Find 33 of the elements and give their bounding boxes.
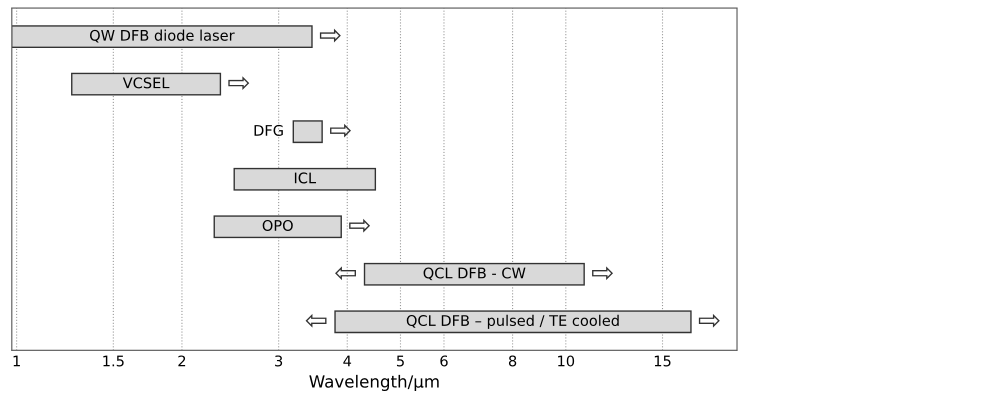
y-tick-label: QCL DFB – pulsed / TE cooled [406,314,619,329]
x-tick-label: 3 [275,355,282,366]
bar [334,310,692,334]
x-tick-label: 2 [178,355,186,366]
annotation: ⇦ [335,266,356,280]
y-tick-label: QCL DFB - CW [424,267,526,280]
x-tick-label: 8 [508,355,516,366]
annotation: ⇨ [592,266,614,280]
bar [71,72,222,96]
annotation: ⇨ [228,76,250,90]
x-tick-label: 10 [558,355,574,366]
x-tick-label: 15 [654,356,671,366]
annotation: ⇨ [330,124,351,138]
y-tick-label: OPO [262,220,293,231]
x-tick-label: 1 [14,356,20,366]
bar [214,215,342,238]
y-tick-label: DFG [254,124,283,136]
x-tick-label: 1.5 [103,356,124,366]
bar [12,25,313,48]
bar [234,168,376,191]
x-tick-label: 6 [440,355,448,366]
x-axis-title: Wavelength/µm [309,374,439,391]
x-tick-label: 4 [343,356,352,366]
annotation: ⇦ [306,314,326,328]
annotation: ⇨ [698,314,720,328]
bar [292,120,323,144]
x-tick-label: 5 [396,356,404,366]
annotation: ⇨ [320,28,341,42]
y-tick-label: VCSEL [122,77,170,88]
y-tick-label: QW DFB diode laser [90,30,235,43]
bar [364,262,585,286]
y-tick-label: ICL [294,172,316,184]
annotation: ⇨ [349,218,370,233]
